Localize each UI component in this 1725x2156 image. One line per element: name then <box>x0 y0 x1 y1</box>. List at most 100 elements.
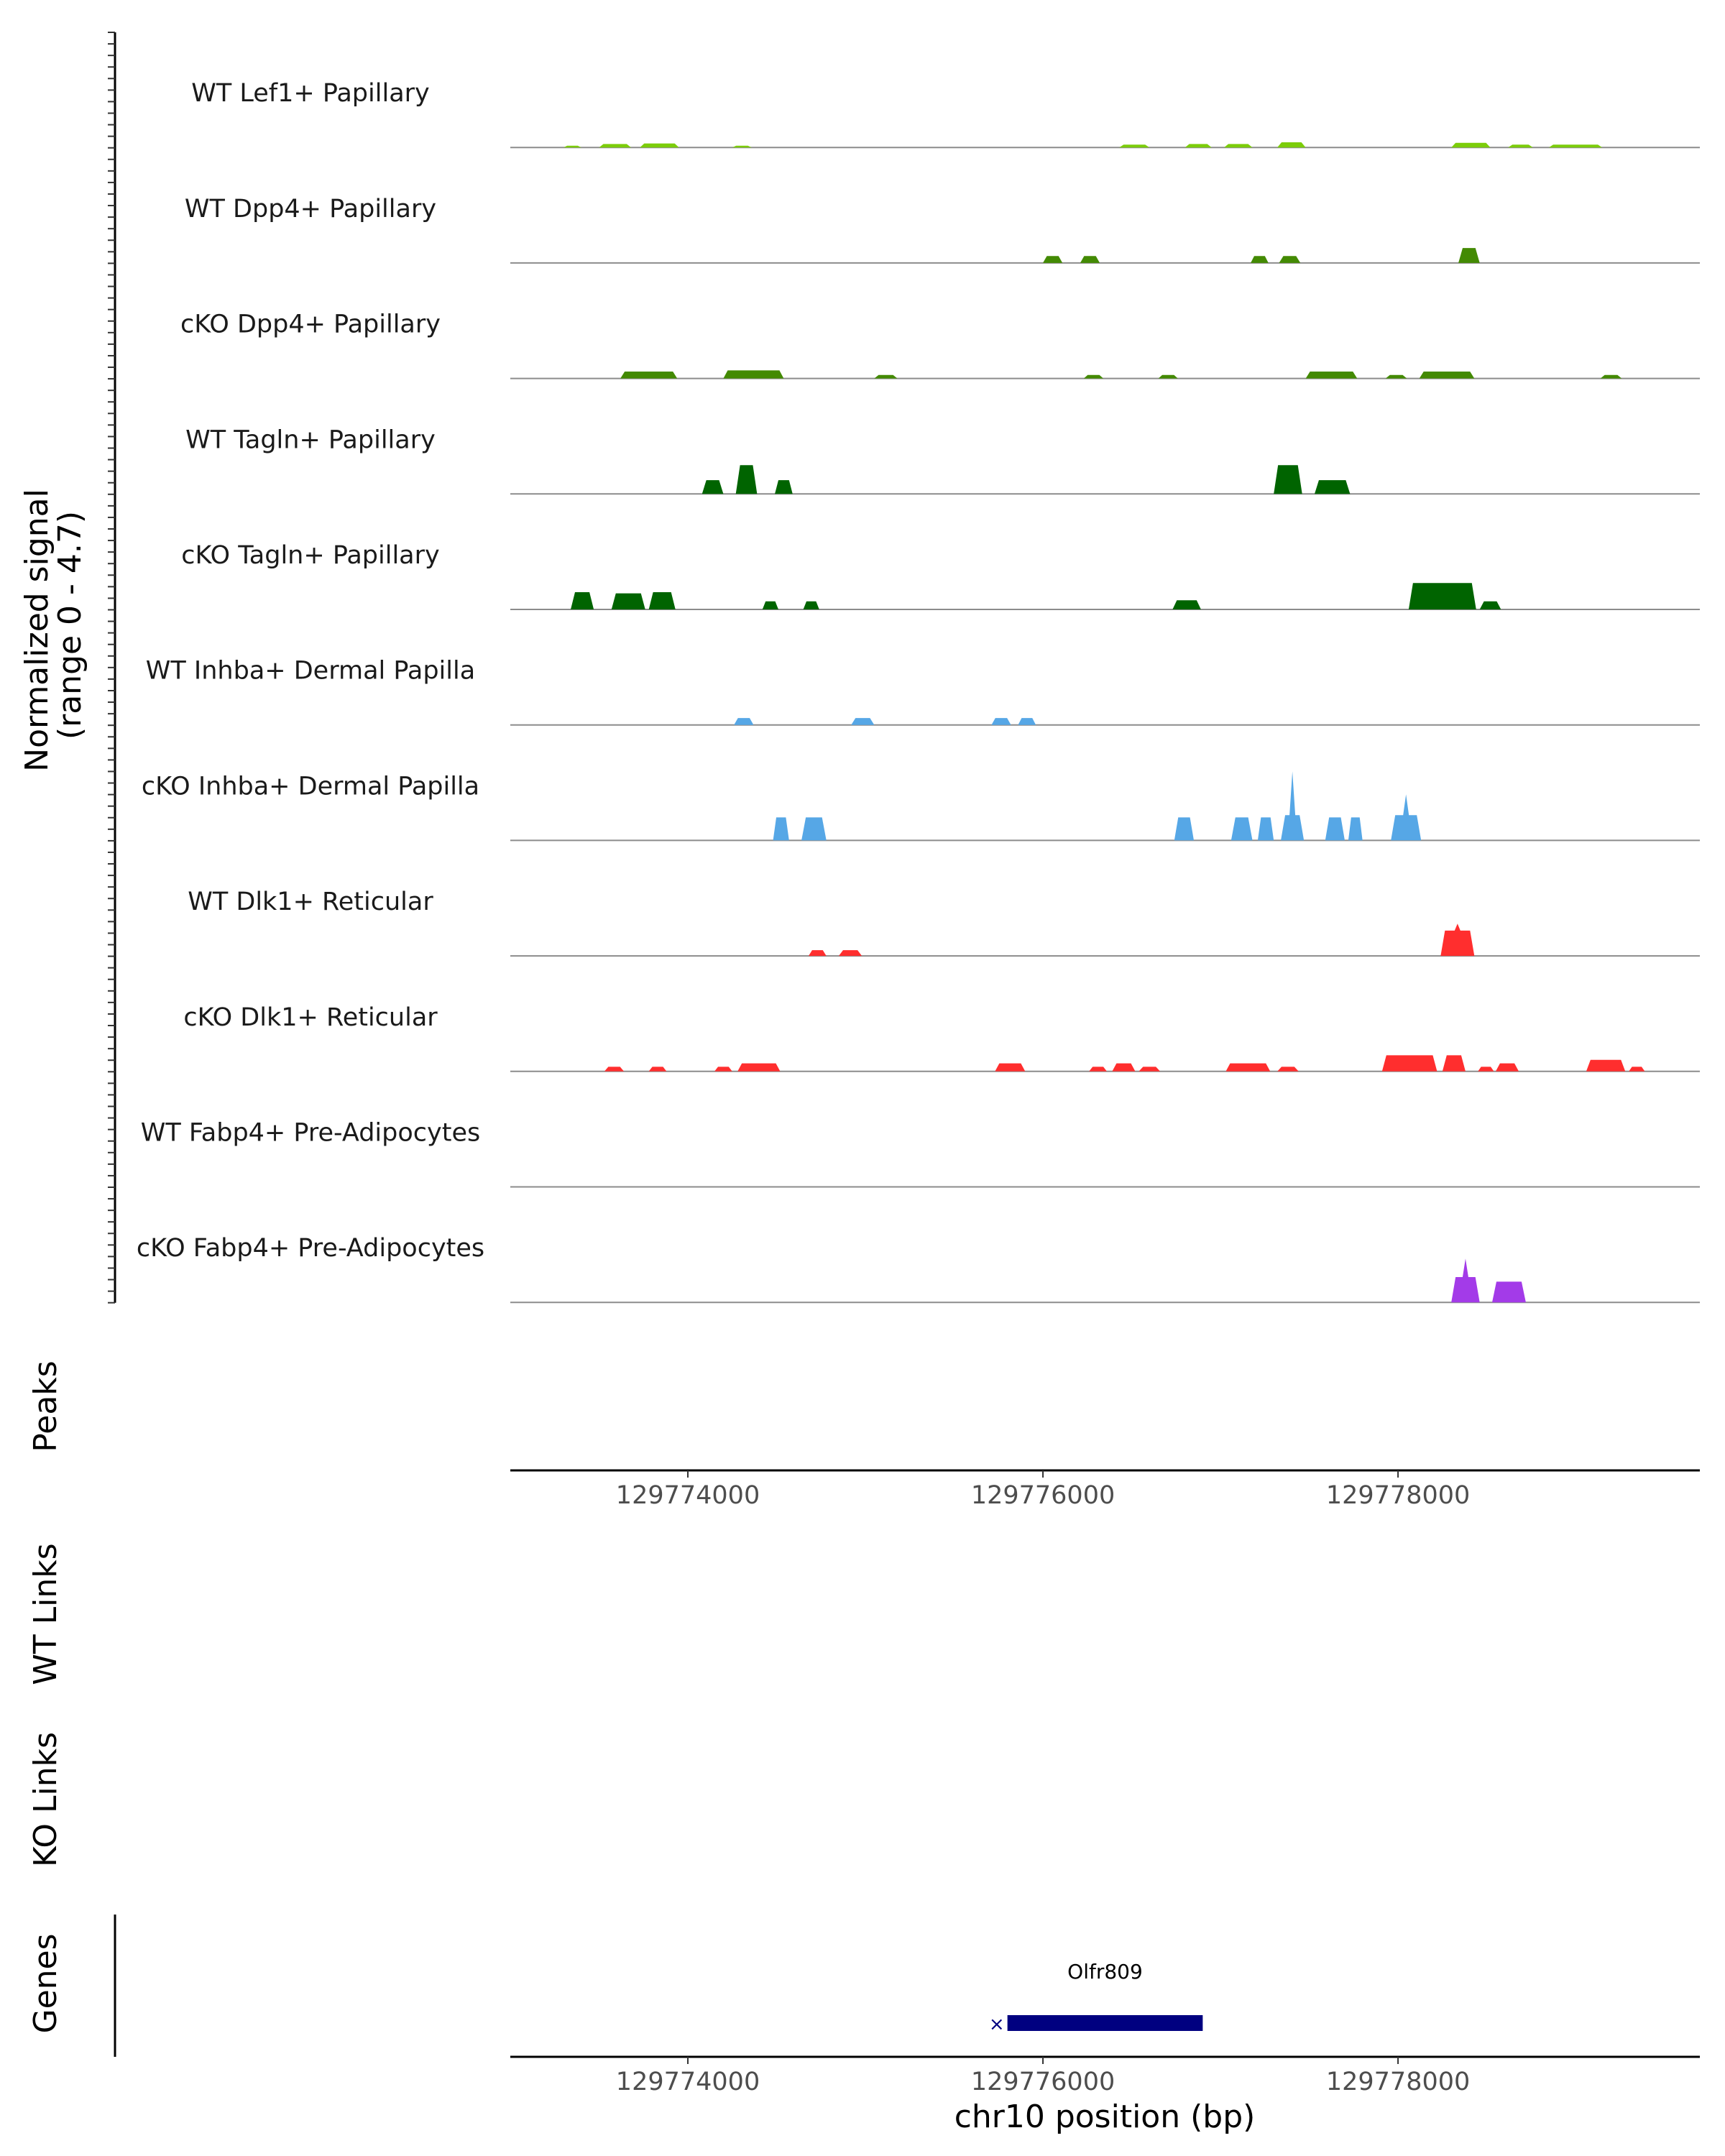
x-tick-label: 129778000 <box>1326 1481 1470 1510</box>
signal-peak <box>803 601 819 609</box>
signal-peak <box>1018 718 1036 725</box>
track-label: WT Fabp4+ Pre-Adipocytes <box>141 1119 480 1148</box>
signal-peak <box>1119 144 1150 148</box>
signal-peak <box>570 592 594 609</box>
signal-peak <box>995 1063 1026 1072</box>
signal-peak <box>1274 465 1302 494</box>
signal-peak <box>1408 583 1476 609</box>
signal-peak <box>838 950 862 957</box>
signal-peak <box>1279 256 1301 263</box>
signal-peak <box>599 144 631 148</box>
signal-peak <box>1478 1067 1494 1072</box>
signal-peak <box>1458 248 1480 263</box>
x-tick-label: 129778000 <box>1326 2068 1470 2096</box>
signal-tracks: WT Lef1+ Papillary WT Dpp4+ Papillary cKO … <box>137 79 1700 1304</box>
signal-peak <box>1257 817 1274 841</box>
signal-peak <box>1083 374 1104 379</box>
ko-links-panel-title: KO Links <box>27 1732 64 1867</box>
signal-peak <box>1348 817 1363 841</box>
signal-peak <box>1174 817 1195 841</box>
signal-peak <box>648 1067 667 1072</box>
signal-peak <box>1479 601 1501 609</box>
signal-peak <box>874 374 898 379</box>
signal-peak <box>1112 1063 1136 1072</box>
signal-peak <box>611 593 645 609</box>
wt-links-panel-title: WT Links <box>27 1543 64 1685</box>
track-5: WT Inhba+ Dermal Papilla <box>146 657 1700 726</box>
gene-body <box>1007 2015 1203 2031</box>
signal-peak <box>1158 374 1178 379</box>
track-label: cKO Fabp4+ Pre-Adipocytes <box>137 1234 484 1263</box>
track-0: WT Lef1+ Papillary <box>191 79 1700 149</box>
signal-peak <box>734 718 754 725</box>
signal-peak <box>1089 1067 1107 1072</box>
gene-annotations: × Olfr809 <box>989 1960 1203 2035</box>
signal-peak <box>737 1063 781 1072</box>
track-6: cKO Inhba+ Dermal Papilla <box>142 771 1700 842</box>
signal-peak <box>1172 600 1201 609</box>
signal-peak <box>1277 1067 1299 1072</box>
x-tick-label: 129774000 <box>616 2068 760 2096</box>
signal-peak <box>732 145 752 148</box>
signal-peak <box>1225 1063 1271 1072</box>
peaks-panel-title: Peaks <box>27 1360 64 1452</box>
signal-peak <box>1495 1063 1519 1072</box>
signal-peak <box>702 480 724 494</box>
track-label: WT Inhba+ Dermal Papilla <box>146 657 475 686</box>
track-8: cKO Dlk1+ Reticular <box>183 1003 1700 1072</box>
genes-panel-title: Genes <box>27 1933 64 2033</box>
signal-peak <box>1043 256 1063 263</box>
signal-peak <box>1440 923 1475 957</box>
signal-peak <box>714 1067 732 1072</box>
signal-peak <box>564 145 581 148</box>
signal-peak <box>1549 144 1603 148</box>
track-9: WT Fabp4+ Pre-Adipocytes <box>141 1119 1700 1188</box>
track-4: cKO Tagln+ Papillary <box>181 541 1700 610</box>
signal-peak <box>1381 1055 1438 1072</box>
signal-peak <box>773 817 789 841</box>
track-label: WT Lef1+ Papillary <box>191 79 430 108</box>
signal-peak <box>1138 1067 1161 1072</box>
y-axis-title: Normalized signal (range 0 - 4.7) <box>19 479 88 772</box>
signal-peak <box>1385 374 1407 379</box>
gene-strand-marker: × <box>989 2014 1005 2035</box>
y-axis-title-line-1: Normalized signal <box>19 489 55 772</box>
signal-peak <box>1451 1258 1480 1303</box>
signal-peak <box>1600 374 1622 379</box>
y-axis-title-line-2: (range 0 - 4.7) <box>52 511 88 740</box>
signal-peak <box>1224 144 1253 148</box>
signal-peak <box>1230 817 1253 841</box>
track-7: WT Dlk1+ Reticular <box>188 888 1700 957</box>
track-1: WT Dpp4+ Papillary <box>185 195 1700 264</box>
signal-peak <box>1508 144 1533 148</box>
signal-peak <box>723 370 784 379</box>
track-10: cKO Fabp4+ Pre-Adipocytes <box>137 1234 1700 1304</box>
track-2: cKO Dpp4+ Papillary <box>180 310 1700 379</box>
track-3: WT Tagln+ Papillary <box>185 425 1700 495</box>
genes-x-axis: 129774000 129776000 129778000 <box>510 2055 1700 2096</box>
signal-peak <box>1442 1055 1466 1072</box>
signal-peak <box>648 592 676 609</box>
signal-peak <box>1251 256 1269 263</box>
x-axis-title: chr10 position (bp) <box>954 2099 1256 2135</box>
x-tick-label: 129776000 <box>971 1481 1115 1510</box>
signal-peak <box>1629 1067 1645 1072</box>
signal-peak <box>1184 144 1212 148</box>
signal-peak <box>1281 771 1305 841</box>
track-label: cKO Dpp4+ Papillary <box>180 310 441 339</box>
track-label: cKO Dlk1+ Reticular <box>183 1003 438 1032</box>
track-label: WT Dlk1+ Reticular <box>188 888 433 916</box>
peaks-x-axis: 129774000 129776000 129778000 <box>510 1469 1700 1510</box>
signal-peak <box>1325 817 1345 841</box>
signal-peak <box>1419 372 1475 379</box>
signal-peak <box>991 718 1011 725</box>
track-label: WT Dpp4+ Papillary <box>185 195 436 224</box>
signal-peak <box>640 143 679 148</box>
signal-peak <box>808 950 827 957</box>
gene-label: Olfr809 <box>1067 1960 1143 1984</box>
signal-peak <box>1391 794 1422 841</box>
track-label: WT Tagln+ Papillary <box>185 425 436 454</box>
signal-peak <box>604 1067 625 1072</box>
x-tick-label: 129774000 <box>616 1481 760 1510</box>
